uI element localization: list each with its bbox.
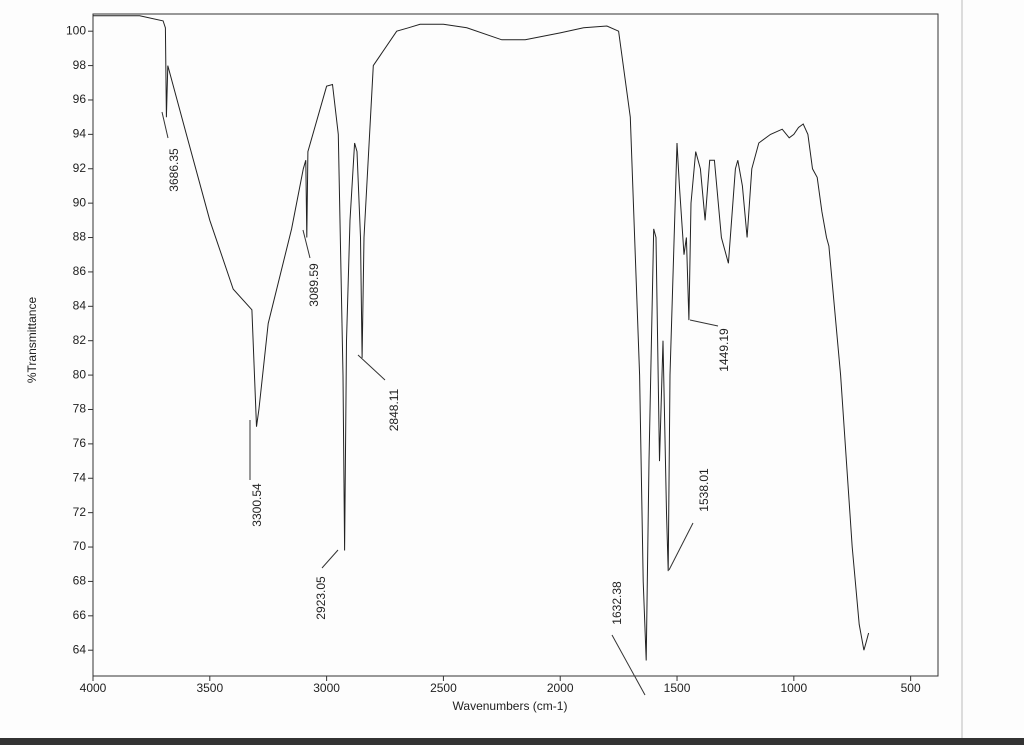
y-tick-label: 78 [73, 402, 87, 416]
peak-label: 2923.05 [314, 576, 328, 620]
x-axis-title: Wavenumbers (cm-1) [453, 699, 568, 713]
y-tick-label: 80 [73, 367, 87, 381]
y-tick-label: 96 [73, 92, 87, 106]
plot-frame [92, 13, 939, 677]
y-tick-label: 98 [73, 58, 87, 72]
y-tick-label: 70 [73, 539, 87, 553]
x-tick-label: 3000 [313, 681, 340, 695]
peak-leader [689, 319, 719, 327]
y-tick-label: 66 [73, 608, 87, 622]
scan-border [0, 738, 1024, 745]
y-tick-label: 92 [73, 161, 87, 175]
spectrum-line [93, 15, 870, 661]
y-axis-title: %Transmittance [25, 297, 39, 384]
y-tick-label: 74 [73, 470, 87, 484]
peak-label: 1538.01 [697, 468, 711, 512]
peak-leader [611, 634, 646, 696]
y-tick-label: 64 [73, 642, 87, 656]
y-tick-label: 84 [73, 298, 87, 312]
x-tick-label: 2000 [547, 681, 574, 695]
x-tick-label: 1000 [780, 681, 807, 695]
y-tick-label: 68 [73, 574, 87, 588]
x-tick-label: 2500 [430, 681, 457, 695]
peak-label: 1632.38 [610, 581, 624, 625]
y-tick-label: 94 [73, 127, 87, 141]
x-tick-label: 4000 [80, 681, 107, 695]
peak-leader [161, 111, 169, 139]
peak-label: 3686.35 [167, 148, 181, 192]
x-tick-label: 1500 [664, 681, 691, 695]
peak-label: 3089.59 [307, 263, 321, 307]
peak-label: 2848.11 [387, 388, 401, 431]
y-tick-label: 100 [66, 23, 86, 37]
y-tick-label: 72 [73, 505, 87, 519]
peak-leader [321, 549, 339, 569]
peak-leader [302, 229, 311, 259]
x-tick-label: 500 [901, 681, 921, 695]
y-tick-label: 82 [73, 333, 87, 347]
y-tick-label: 90 [73, 195, 87, 209]
peak-label: 1449.19 [717, 328, 731, 372]
peak-leader [357, 354, 386, 381]
peak-leader [668, 522, 694, 571]
y-tick-label: 86 [73, 264, 87, 278]
x-tick-label: 3500 [196, 681, 223, 695]
y-tick-label: 88 [73, 230, 87, 244]
peak-label: 3300.54 [250, 483, 264, 527]
y-tick-label: 76 [73, 436, 87, 450]
